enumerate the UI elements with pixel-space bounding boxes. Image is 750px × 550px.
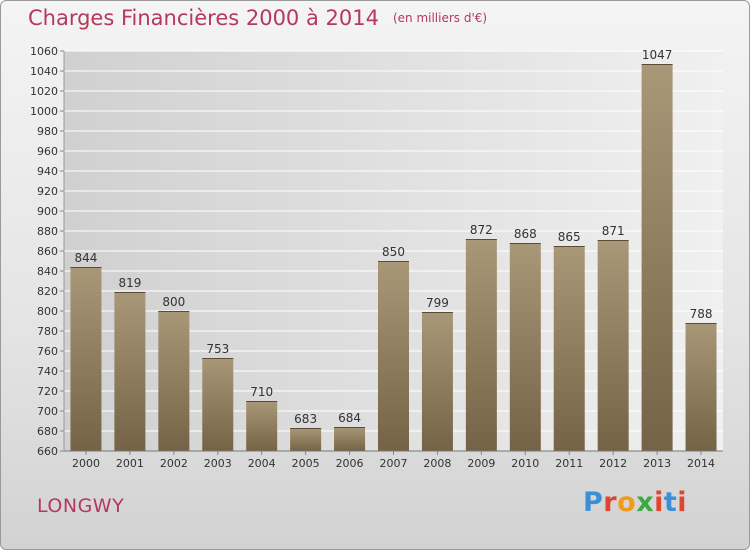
y-tick-label: 760 — [37, 345, 58, 358]
y-tick-label: 700 — [37, 405, 58, 418]
bar-2008 — [421, 312, 453, 451]
value-label-2000: 844 — [75, 251, 98, 265]
bars — [70, 64, 717, 451]
y-tick-label: 880 — [37, 225, 58, 238]
y-tick-label: 1000 — [30, 105, 58, 118]
bar-2013 — [641, 64, 673, 451]
logo-letter: x — [636, 487, 655, 518]
proxiti-logo: Proxiti — [583, 487, 687, 518]
bar-2011 — [553, 246, 585, 451]
value-label-2002: 800 — [162, 295, 185, 309]
y-tick-label: 940 — [37, 165, 58, 178]
bar-2006 — [334, 427, 366, 451]
logo-letter: o — [617, 487, 637, 518]
x-tick-label-2002: 2002 — [160, 457, 188, 470]
value-label-2008: 799 — [426, 296, 449, 310]
title-row: Charges Financières 2000 à 2014 (en milli… — [28, 6, 487, 30]
x-tick-label-2000: 2000 — [72, 457, 100, 470]
value-labels: 844 819 800 753 710 683 684 850 799 872 868 865 871 1… — [75, 48, 713, 426]
bar-2005 — [290, 428, 322, 451]
y-tick-label: 800 — [37, 305, 58, 318]
y-tick-label: 920 — [37, 185, 58, 198]
value-label-2004: 710 — [250, 385, 273, 399]
y-tick-label: 680 — [37, 425, 58, 438]
chart-title: Charges Financières 2000 à 2014 — [28, 6, 379, 30]
value-label-2007: 850 — [382, 245, 405, 259]
y-tick-label: 840 — [37, 265, 58, 278]
x-tick-label-2008: 2008 — [423, 457, 451, 470]
bar-2000 — [70, 267, 102, 451]
y-tick-label: 740 — [37, 365, 58, 378]
value-label-2003: 753 — [206, 342, 229, 356]
x-axis-ticks: 2000 2001 2002 2003 2004 2005 2006 2007 2008 2009… — [72, 451, 715, 470]
y-tick-label: 1020 — [30, 85, 58, 98]
y-tick-label: 960 — [37, 145, 58, 158]
bar-2007 — [378, 261, 409, 451]
x-tick-label-2014: 2014 — [687, 457, 715, 470]
value-label-2010: 868 — [514, 227, 537, 241]
value-label-2011: 865 — [558, 230, 581, 244]
y-tick-label: 860 — [37, 245, 58, 258]
bar-2012 — [597, 240, 629, 451]
x-tick-label-2007: 2007 — [380, 457, 408, 470]
y-tick-label: 720 — [37, 385, 58, 398]
x-tick-label-2013: 2013 — [643, 457, 671, 470]
y-axis-ticks: 660 680 700 720 740 760 780 800 820 840 860 880 900 9… — [30, 45, 64, 458]
value-label-2006: 684 — [338, 411, 361, 425]
chart-subtitle: (en milliers d'€) — [392, 11, 488, 25]
city-name: LONGWY — [37, 495, 125, 517]
logo-letter: P — [583, 487, 604, 518]
y-tick-label: 1040 — [30, 65, 58, 78]
x-tick-label-2005: 2005 — [292, 457, 320, 470]
value-label-2013: 1047 — [642, 48, 673, 62]
y-tick-label: 820 — [37, 285, 58, 298]
bar-2002 — [158, 311, 190, 451]
x-tick-label-2004: 2004 — [248, 457, 276, 470]
y-tick-label: 660 — [37, 445, 58, 458]
y-tick-label: 980 — [37, 125, 58, 138]
bar-2014 — [685, 323, 717, 451]
bar-2003 — [202, 358, 234, 451]
x-tick-label-2012: 2012 — [599, 457, 627, 470]
value-label-2001: 819 — [118, 276, 141, 290]
x-tick-label-2009: 2009 — [467, 457, 495, 470]
x-tick-label-2001: 2001 — [116, 457, 144, 470]
bar-2001 — [114, 292, 146, 451]
y-tick-label: 780 — [37, 325, 58, 338]
value-label-2014: 788 — [690, 307, 713, 321]
logo-letter: i — [677, 487, 688, 518]
bar-2009 — [465, 239, 497, 451]
bar-2004 — [246, 401, 278, 451]
x-tick-label-2003: 2003 — [204, 457, 232, 470]
y-tick-label: 1060 — [30, 45, 58, 58]
x-tick-label-2011: 2011 — [555, 457, 583, 470]
value-label-2005: 683 — [294, 412, 317, 426]
value-label-2012: 871 — [602, 224, 625, 238]
value-label-2009: 872 — [470, 223, 493, 237]
y-tick-label: 900 — [37, 205, 58, 218]
logo-letter: t — [663, 487, 678, 518]
bar-2010 — [509, 243, 541, 451]
x-tick-label-2010: 2010 — [511, 457, 539, 470]
logo-letter: i — [654, 487, 664, 518]
logo-letter: r — [603, 487, 618, 518]
x-tick-label-2006: 2006 — [336, 457, 364, 470]
